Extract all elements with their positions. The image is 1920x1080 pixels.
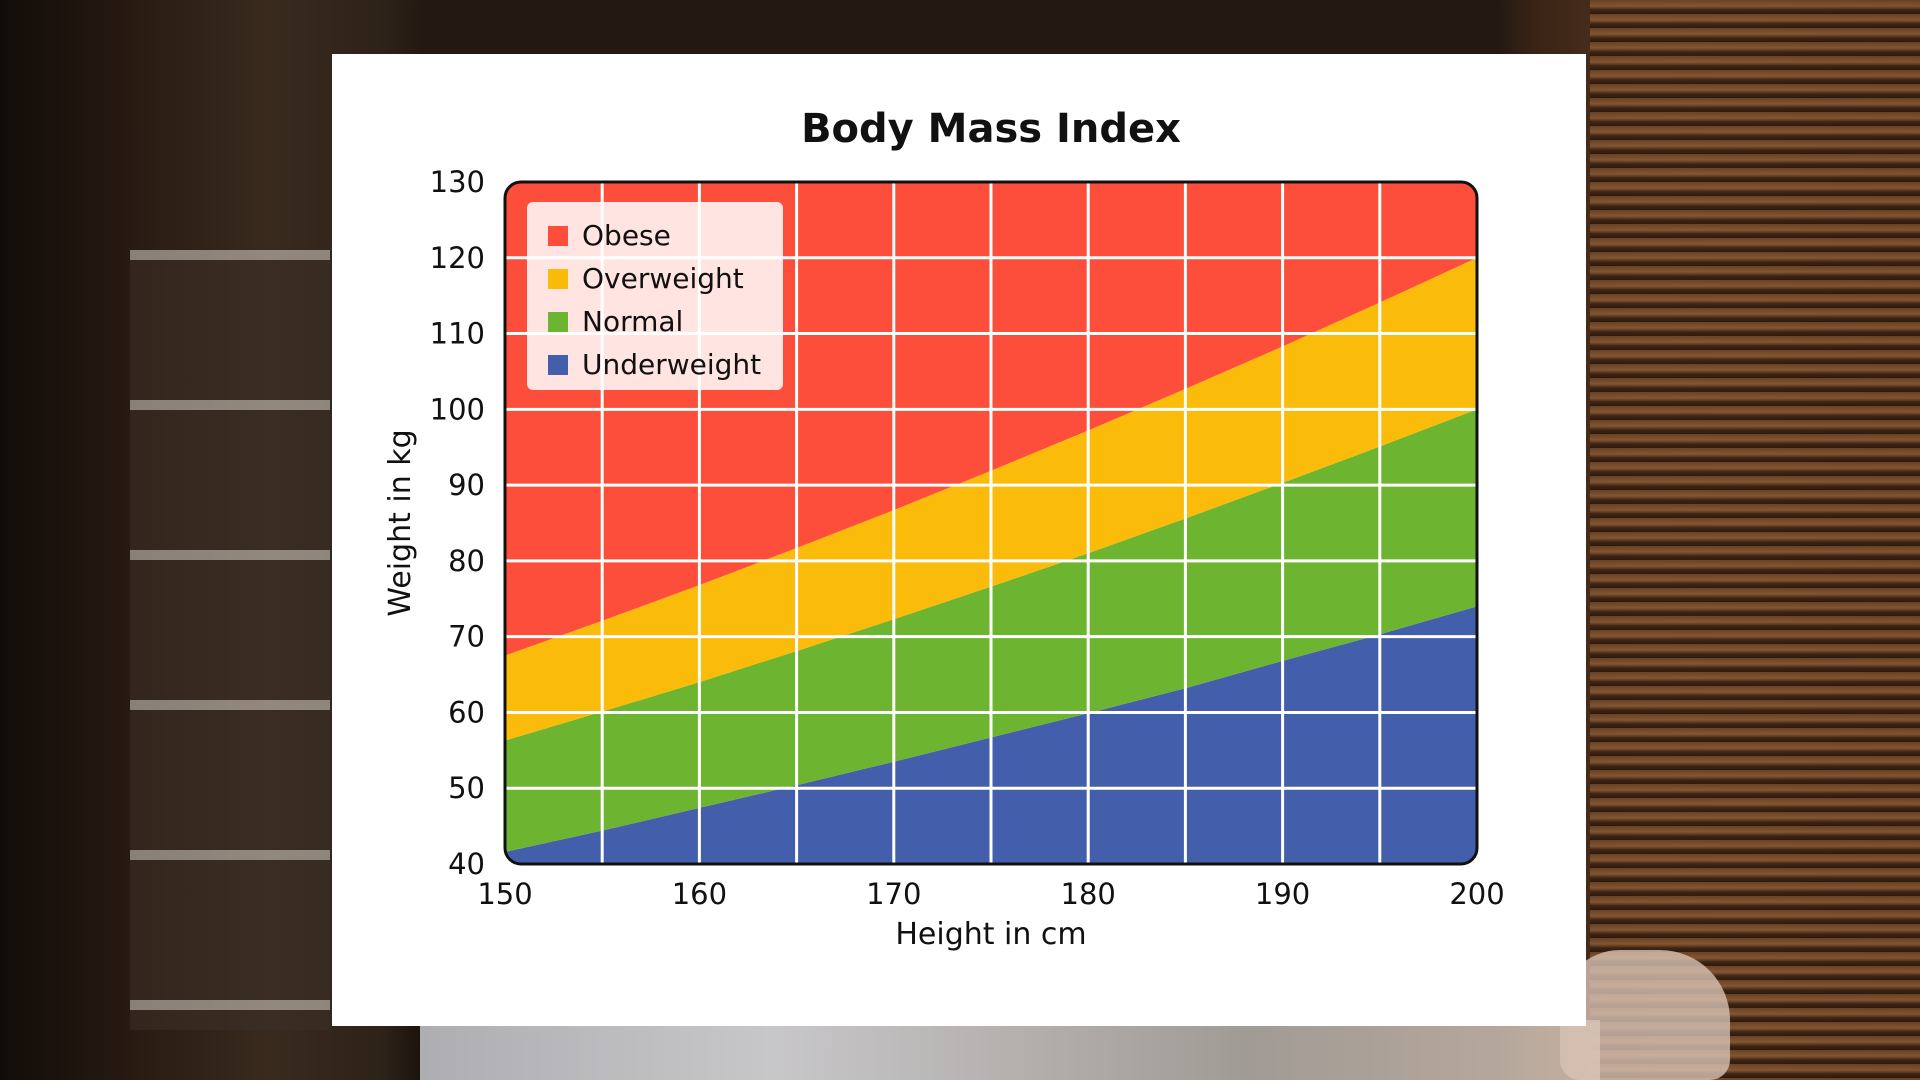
- bookshelf: [130, 250, 330, 1030]
- y-tick-label: 80: [448, 544, 485, 578]
- legend-swatch-normal: [548, 312, 568, 332]
- legend-swatch-underweight: [548, 355, 568, 375]
- y-tick-label: 100: [430, 392, 485, 426]
- chart-card: Body Mass Index 40 50 60 70 80 90 100 110 120 130…: [332, 54, 1586, 1026]
- y-tick-label: 50: [448, 771, 485, 805]
- presenter-hand: [1560, 950, 1730, 1080]
- legend-label-underweight: Underweight: [582, 348, 761, 381]
- legend: Obese Overweight Normal Underweight: [527, 202, 783, 390]
- legend-label-obese: Obese: [582, 219, 671, 252]
- y-tick-label: 90: [448, 468, 485, 502]
- window-blinds: [1590, 0, 1920, 1080]
- legend-swatch-overweight: [548, 269, 568, 289]
- y-axis-label: Weight in kg: [383, 429, 418, 616]
- legend-label-normal: Normal: [582, 305, 683, 338]
- y-axis-ticks: 40 50 60 70 80 90 100 110 120 130: [430, 165, 485, 881]
- bmi-chart: Body Mass Index 40 50 60 70 80 90 100 110 120 130…: [383, 106, 1505, 952]
- x-tick-label: 200: [1449, 877, 1504, 911]
- legend-swatch-obese: [548, 226, 568, 246]
- chart-title: Body Mass Index: [801, 106, 1181, 152]
- y-tick-label: 60: [448, 695, 485, 729]
- y-tick-label: 110: [430, 317, 485, 351]
- x-axis-label: Height in cm: [895, 917, 1086, 952]
- y-tick-label: 70: [448, 620, 485, 654]
- y-tick-label: 130: [430, 165, 485, 199]
- x-tick-label: 170: [866, 877, 921, 911]
- x-tick-label: 160: [672, 877, 727, 911]
- presenter-shirt: [420, 1020, 1600, 1080]
- legend-box: [527, 202, 783, 390]
- x-tick-label: 190: [1255, 877, 1310, 911]
- area-underweight: [505, 606, 1477, 864]
- x-axis-ticks: 150 160 170 180 190 200: [477, 877, 1504, 911]
- x-tick-label: 150: [477, 877, 532, 911]
- x-tick-label: 180: [1061, 877, 1116, 911]
- y-tick-label: 120: [430, 241, 485, 275]
- plot-border: [503, 180, 1479, 866]
- legend-label-overweight: Overweight: [582, 262, 744, 295]
- y-tick-label: 40: [448, 847, 485, 881]
